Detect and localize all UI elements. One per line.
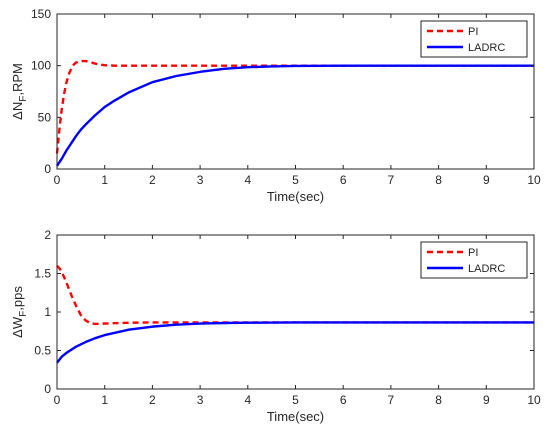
x-tick-label: 1 (101, 393, 108, 407)
y-tick-label: 150 (31, 7, 51, 21)
legend-label-ladrc: LADRC (468, 263, 505, 275)
x-tick-label: 2 (149, 173, 156, 187)
x-tick-label: 10 (527, 173, 541, 187)
legend-box (420, 241, 528, 279)
x-tick-label: 2 (149, 393, 156, 407)
series-line-ladrc (56, 321, 534, 364)
y-axis-label-main: ΔW (10, 316, 25, 338)
y-tick-label: 0 (44, 382, 51, 396)
x-tick-label: 4 (244, 393, 251, 407)
legend: PI LADRC (420, 241, 528, 279)
y-axis-label-subscript: F (18, 96, 29, 102)
x-tick-label: 6 (340, 393, 347, 407)
y-tick-label: 0 (44, 162, 51, 176)
series-line-ladrc (55, 64, 534, 167)
y-tick-label: 50 (38, 110, 52, 124)
x-tick-label: 7 (388, 173, 395, 187)
x-tick-label: 3 (197, 393, 204, 407)
y-axis-label-subscript: F (18, 311, 29, 317)
x-axis-label: Time(sec) (267, 409, 324, 424)
x-tick-label: 0 (54, 393, 61, 407)
y-axis-label-unit: ,RPM (10, 63, 25, 96)
legend-label-pi: PI (468, 247, 478, 259)
y-tick-label: 100 (31, 59, 51, 73)
x-tick-label: 3 (197, 173, 204, 187)
x-tick-label: 4 (244, 173, 251, 187)
x-tick-label: 5 (292, 393, 299, 407)
x-tick-label: 8 (435, 173, 442, 187)
x-tick-label: 10 (527, 393, 541, 407)
y-axis-label: ΔNF,RPM (10, 63, 29, 120)
chart-speed-response: 0 1 2 3 4 5 6 7 8 9 10050100150Time(sec)ΔNF,RPMPIL… (10, 7, 541, 204)
x-tick-label: 9 (483, 173, 490, 187)
y-tick-label: 2 (44, 228, 51, 242)
x-tick-label: 0 (54, 173, 61, 187)
y-tick-label: 1.5 (34, 267, 51, 281)
x-tick-label: 7 (388, 393, 395, 407)
x-tick-label: 1 (101, 173, 108, 187)
legend-label-pi: PI (468, 26, 478, 38)
chart-fuel-response: 0 1 2 3 4 5 6 7 8 9 10 0 0.5 1 1.5 2 Time(sec) ΔWF,pps PI L… (10, 228, 541, 424)
legend: PI LADRC (420, 20, 528, 58)
y-axis-label-unit: ,pps (10, 286, 25, 311)
y-tick-label: 0.5 (34, 344, 51, 358)
y-tick-label: 1 (44, 305, 51, 319)
x-tick-label: 5 (292, 173, 299, 187)
x-tick-label: 9 (483, 393, 490, 407)
x-tick-label: 8 (435, 393, 442, 407)
legend-label-ladrc: LADRC (468, 42, 505, 54)
x-tick-label: 6 (340, 173, 347, 187)
x-axis-label: Time(sec) (267, 189, 324, 204)
y-axis-label-main: ΔN (10, 102, 25, 120)
legend-box (420, 20, 528, 58)
y-axis-label: ΔWF,pps (10, 286, 29, 338)
